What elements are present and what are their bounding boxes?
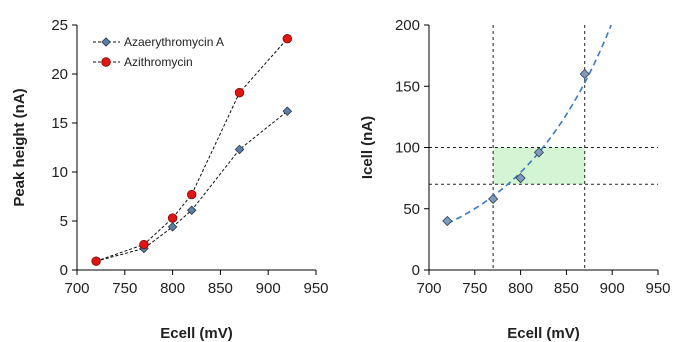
left-x-tick-label: 750	[112, 280, 137, 297]
left-y-tick-label: 20	[51, 66, 68, 83]
right-x-axis-title: Ecell (mV)	[507, 325, 580, 342]
right-x-tick-label: 900	[600, 280, 625, 297]
left-axes: 0 5 10 15 20 25 700 750 800 850 900 950	[51, 17, 328, 297]
fit-curve	[446, 24, 612, 225]
right-y-tick-label: 100	[395, 140, 420, 157]
data-point-diamond	[442, 215, 453, 227]
left-x-tick-label: 700	[64, 280, 89, 297]
left-x-tick-label: 800	[160, 280, 185, 297]
icell-chart: 0 50 100 150 200 700 750 800 850 900 950 Ecell (mV…	[359, 17, 671, 342]
left-x-tick-label: 900	[256, 280, 281, 297]
series-line-2	[95, 38, 288, 262]
data-point-circle	[139, 239, 149, 250]
left-y-tick-label: 10	[51, 164, 68, 181]
left-y-tick-label: 25	[51, 17, 68, 34]
data-point-circle	[167, 213, 178, 223]
data-point-diamond	[488, 193, 499, 205]
legend-marker-diamond	[101, 37, 111, 47]
right-x-tick-label: 800	[508, 280, 533, 297]
data-point-diamond	[282, 106, 293, 117]
data-point-diamond	[186, 205, 197, 215]
right-axes: 0 50 100 150 200 700 750 800 850 900 950	[395, 17, 671, 297]
data-point-diamond	[515, 173, 526, 184]
right-y-tick-label: 150	[395, 78, 420, 95]
right-y-tick-label: 50	[403, 201, 420, 218]
left-x-tick-label: 850	[208, 280, 233, 297]
right-series-group	[442, 24, 612, 227]
legend-label: Azaerythromycin A	[124, 35, 224, 49]
right-x-tick-label: 850	[554, 280, 579, 297]
data-point-circle	[282, 34, 293, 44]
data-point-diamond	[234, 144, 245, 155]
right-y-tick-label: 200	[395, 17, 420, 34]
data-point-circle	[187, 189, 197, 200]
peak-height-chart: 0 5 10 15 20 25 700 750 800 850 900 950 Azaerythrom…	[11, 17, 329, 342]
left-y-tick-label: 15	[51, 115, 68, 132]
left-y-axis-title: Peak height (nA)	[11, 88, 28, 206]
data-point-diamond	[167, 222, 178, 232]
data-point-diamond	[533, 147, 544, 158]
right-x-tick-label: 950	[645, 280, 670, 297]
left-series-group	[91, 34, 293, 266]
series-line-1	[95, 110, 288, 262]
right-y-tick-label: 0	[412, 262, 420, 279]
data-point-diamond	[579, 68, 590, 80]
legend-label: Azithromycin	[124, 55, 193, 69]
legend-marker-circle	[101, 57, 111, 67]
right-x-tick-label: 700	[416, 280, 441, 297]
data-point-circle	[234, 87, 245, 98]
legend: Azaerythromycin A Azithromycin	[93, 35, 224, 69]
left-y-tick-label: 5	[60, 213, 68, 230]
left-y-tick-label: 0	[60, 262, 68, 279]
right-y-axis-title: Icell (nA)	[359, 116, 376, 179]
data-point-circle	[91, 256, 101, 266]
left-x-tick-label: 950	[303, 280, 328, 297]
left-x-axis-title: Ecell (mV)	[160, 325, 233, 342]
right-x-tick-label: 750	[462, 280, 487, 297]
